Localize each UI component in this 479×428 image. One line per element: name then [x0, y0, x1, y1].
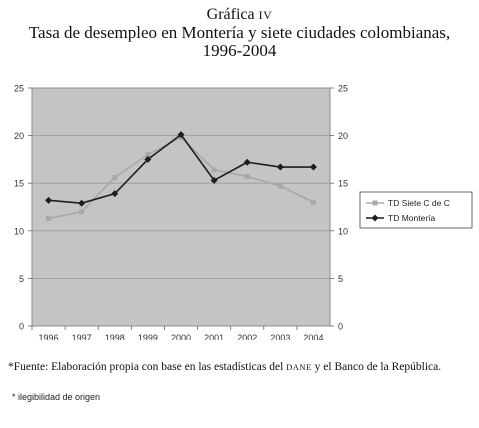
chart-title: Tasa de desempleo en Montería y siete ci…: [28, 23, 451, 42]
illegibility-note: * ilegibilidad de origen: [12, 392, 101, 402]
data-point-series-2: [144, 155, 152, 163]
y-tick-label-right: 15: [338, 179, 348, 189]
line-chart: 0 0 5 5 10 10 15 15 20 20 25 25 1996 1997 1998 1999 2000…: [14, 84, 473, 340]
x-tick-label: 2001: [204, 333, 224, 340]
source-footnote: *Fuente: Elaboración propia con base en …: [8, 360, 470, 374]
data-point-series-1: [310, 199, 316, 205]
data-point-series-2: [210, 176, 218, 184]
x-tick-label: 2003: [270, 333, 290, 340]
x-tick-label: 1999: [138, 333, 158, 340]
legend-box: [359, 191, 473, 229]
y-tick-label-right: 25: [338, 84, 348, 94]
data-point-series-2: [243, 158, 251, 166]
x-tick-label: 2002: [237, 333, 257, 340]
data-point-series-2: [309, 163, 317, 171]
legend-label-1: TD Siete C de C: [388, 198, 450, 208]
x-tick-label: 1997: [72, 333, 92, 340]
x-tick-label: 2004: [303, 333, 323, 340]
y-tick-label-right: 5: [338, 274, 343, 284]
figure-label: Gráfica IV: [0, 6, 479, 24]
data-point-series-1: [145, 152, 151, 158]
legend-swatch-marker-1: [372, 200, 378, 206]
data-point-series-1: [112, 174, 118, 180]
footnote-text-a: Fuente: Elaboración propia con base en l…: [13, 361, 287, 373]
data-point-series-2: [276, 163, 284, 171]
data-point-series-1: [79, 209, 85, 215]
y-tick-label-left: 0: [19, 322, 24, 332]
data-point-series-2: [111, 190, 119, 198]
footnote-marker: *: [8, 361, 14, 373]
y-tick-label-left: 25: [14, 84, 24, 94]
data-point-series-2: [45, 196, 53, 204]
x-tick-label: 1996: [39, 333, 59, 340]
legend-label-2: TD Montería: [388, 213, 436, 223]
chart-title-block: Gráfica IV Tasa de desempleo en Montería…: [0, 6, 479, 60]
y-tick-label-right: 20: [338, 131, 348, 141]
x-tick-label: 1998: [105, 333, 125, 340]
y-tick-label-left: 5: [19, 274, 24, 284]
footnote-dane: DANE: [286, 362, 312, 372]
data-point-series-2: [78, 199, 86, 207]
y-tick-label-left: 15: [14, 179, 24, 189]
x-tick-label: 2000: [171, 333, 191, 340]
legend-swatch-marker-2: [371, 214, 379, 222]
y-tick-label-right: 10: [338, 226, 348, 236]
y-tick-label-left: 10: [14, 226, 24, 236]
figure-label-word: Gráfica: [206, 6, 255, 23]
chart-subtitle: 1996-2004: [202, 41, 277, 60]
y-tick-label-right: 0: [338, 322, 343, 332]
y-tick-label-left: 20: [14, 131, 24, 141]
footnote-text-b: y el Banco de la República.: [311, 361, 442, 373]
plot-area: [31, 87, 331, 327]
data-point-series-1: [244, 174, 250, 180]
figure-numeral: IV: [258, 8, 273, 22]
data-point-series-1: [211, 167, 217, 173]
data-point-series-1: [277, 183, 283, 189]
data-point-series-2: [177, 131, 185, 139]
data-point-series-1: [46, 215, 52, 221]
